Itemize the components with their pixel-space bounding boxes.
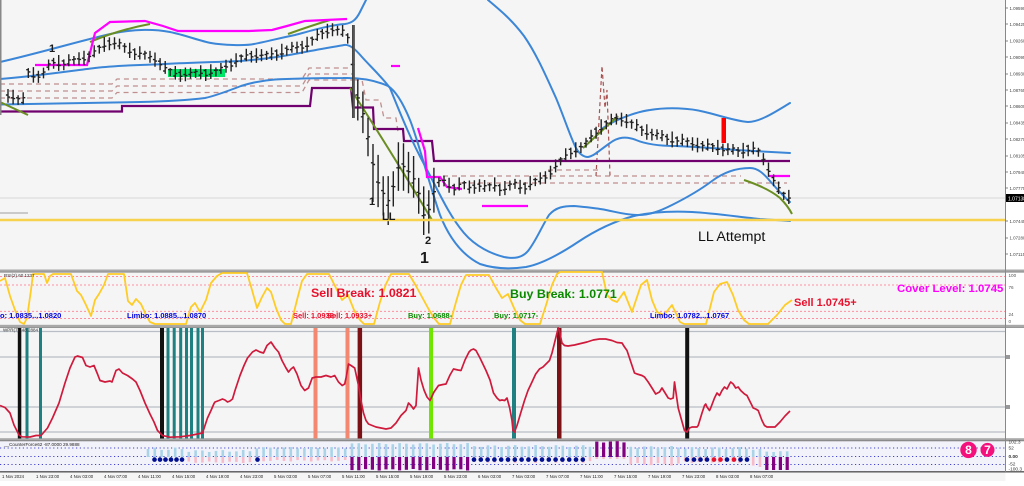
svg-text:1.07445: 1.07445 — [1010, 219, 1024, 224]
svg-text:Sell: 1.0933+: Sell: 1.0933+ — [327, 311, 373, 320]
svg-text:4 Nov 19:00: 4 Nov 19:00 — [206, 474, 230, 479]
svg-text:1.08930: 1.08930 — [1010, 71, 1024, 76]
svg-text:1.08435: 1.08435 — [1010, 121, 1024, 126]
svg-text:1.09260: 1.09260 — [1010, 39, 1024, 44]
svg-text:76: 76 — [1009, 285, 1015, 290]
svg-text:4 Nov 03:00: 4 Nov 03:00 — [70, 474, 94, 479]
svg-text:102.3: 102.3 — [1009, 440, 1021, 446]
svg-text:4 Nov 07:00: 4 Nov 07:00 — [104, 474, 128, 479]
svg-text:1.07280: 1.07280 — [1010, 235, 1024, 240]
svg-text:5 Nov 19:00: 5 Nov 19:00 — [410, 474, 434, 479]
svg-text:LL: LL — [382, 211, 396, 223]
svg-text:-100.3: -100.3 — [1009, 467, 1023, 473]
svg-text:0.00: 0.00 — [1009, 454, 1019, 460]
svg-text:7: 7 — [984, 443, 991, 457]
svg-text:Buy Break: 1.0771: Buy Break: 1.0771 — [510, 287, 617, 301]
svg-text:Cover Level: 1.0745: Cover Level: 1.0745 — [897, 283, 1004, 295]
svg-text:7 Nov 11:00: 7 Nov 11:00 — [580, 474, 603, 479]
svg-text:Limbo: 1.0782...1.0767: Limbo: 1.0782...1.0767 — [650, 311, 729, 320]
svg-text:5 Nov 03:00: 5 Nov 03:00 — [274, 474, 298, 479]
svg-text:0: 0 — [1009, 319, 1012, 324]
svg-text:1.08270: 1.08270 — [1010, 137, 1024, 142]
svg-text:1.08765: 1.08765 — [1010, 88, 1024, 93]
svg-text:7 Nov 03:00: 7 Nov 03:00 — [512, 474, 536, 479]
svg-text:5 Nov 07:00: 5 Nov 07:00 — [308, 474, 332, 479]
svg-text:__CounterForce62 -87.0000 29.9: __CounterForce62 -87.0000 29.9888 — [3, 442, 80, 447]
svg-text:1.08105: 1.08105 — [1010, 153, 1024, 158]
svg-text:7 Nov 19:00: 7 Nov 19:00 — [648, 474, 672, 479]
svg-text:24: 24 — [1009, 312, 1015, 317]
svg-text:1.09590: 1.09590 — [1010, 6, 1024, 11]
svg-text:Sell 1.0745+: Sell 1.0745+ — [794, 297, 857, 309]
svg-text:100: 100 — [1009, 273, 1017, 278]
svg-text:7 Nov 07:00: 7 Nov 07:00 — [546, 474, 570, 479]
svg-text:1: 1 — [369, 196, 375, 208]
svg-text:1.07115: 1.07115 — [1010, 252, 1024, 257]
svg-text:1.08600: 1.08600 — [1010, 104, 1024, 109]
svg-text:5 Nov 23:00: 5 Nov 23:00 — [444, 474, 468, 479]
svg-text:RSI(2) 60.1237: RSI(2) 60.1237 — [4, 273, 35, 278]
svg-text:8 Nov 03:00: 8 Nov 03:00 — [716, 474, 740, 479]
svg-text:7 Nov 15:00: 7 Nov 15:00 — [614, 474, 638, 479]
svg-text:1.07138: 1.07138 — [1008, 196, 1024, 202]
svg-text:Buy: 1.0717-: Buy: 1.0717- — [494, 311, 539, 320]
svg-text:6 Nov 03:00: 6 Nov 03:00 — [478, 474, 502, 479]
svg-text:1.07775: 1.07775 — [1010, 186, 1024, 191]
svg-text:1 Nov 2024: 1 Nov 2024 — [2, 474, 25, 479]
svg-text:8 Nov 07:00: 8 Nov 07:00 — [750, 474, 774, 479]
svg-text:5 Nov 11:00: 5 Nov 11:00 — [342, 474, 365, 479]
svg-text:Limbo: 1.0885...1.0870: Limbo: 1.0885...1.0870 — [127, 311, 206, 320]
svg-text:1: 1 — [49, 43, 55, 55]
svg-text:o: 1.0835...1.0820: o: 1.0835...1.0820 — [0, 311, 61, 320]
svg-text:8: 8 — [965, 443, 972, 457]
svg-text:1: 1 — [420, 250, 429, 267]
svg-text:5 Nov 15:00: 5 Nov 15:00 — [376, 474, 400, 479]
svg-text:Buy: 1.0688-: Buy: 1.0688- — [408, 311, 453, 320]
svg-text:4 Nov 23:00: 4 Nov 23:00 — [240, 474, 264, 479]
svg-text:4 Nov 15:00: 4 Nov 15:00 — [172, 474, 196, 479]
svg-text:WPR(7) -48.2884: WPR(7) -48.2884 — [3, 328, 39, 333]
svg-text:52: 52 — [1009, 446, 1015, 452]
svg-text:1.09425: 1.09425 — [1010, 22, 1024, 27]
svg-text:Sell Break: 1.0821: Sell Break: 1.0821 — [311, 286, 417, 300]
svg-text:1 Nov 23:00: 1 Nov 23:00 — [36, 474, 60, 479]
svg-text:LL Attempt: LL Attempt — [698, 229, 765, 245]
svg-text:2: 2 — [425, 235, 431, 247]
svg-text:1.07940: 1.07940 — [1010, 170, 1024, 175]
svg-text:1.09095: 1.09095 — [1010, 55, 1024, 60]
svg-text:4 Nov 11:00: 4 Nov 11:00 — [138, 474, 161, 479]
svg-text:7 Nov 23:00: 7 Nov 23:00 — [682, 474, 706, 479]
